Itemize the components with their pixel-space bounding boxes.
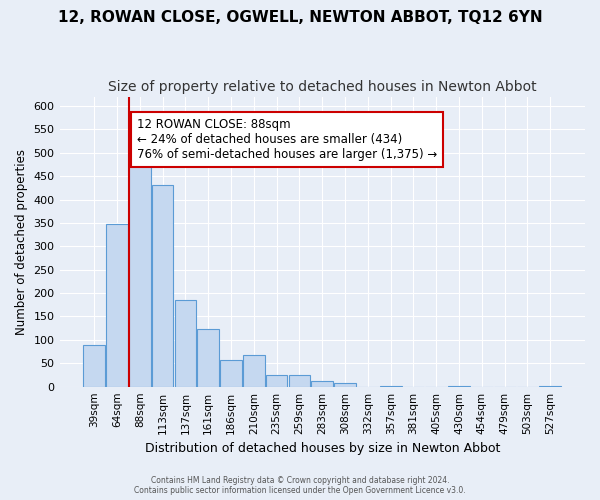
- Y-axis label: Number of detached properties: Number of detached properties: [15, 148, 28, 334]
- Bar: [289, 375, 310, 386]
- Bar: [152, 186, 173, 386]
- Bar: [83, 344, 105, 387]
- Text: 12, ROWAN CLOSE, OGWELL, NEWTON ABBOT, TQ12 6YN: 12, ROWAN CLOSE, OGWELL, NEWTON ABBOT, T…: [58, 10, 542, 25]
- Title: Size of property relative to detached houses in Newton Abbot: Size of property relative to detached ho…: [108, 80, 536, 94]
- X-axis label: Distribution of detached houses by size in Newton Abbot: Distribution of detached houses by size …: [145, 442, 500, 455]
- Text: 12 ROWAN CLOSE: 88sqm
← 24% of detached houses are smaller (434)
76% of semi-det: 12 ROWAN CLOSE: 88sqm ← 24% of detached …: [137, 118, 437, 160]
- Bar: [266, 375, 287, 386]
- Bar: [106, 224, 128, 386]
- Bar: [129, 166, 151, 386]
- Bar: [311, 381, 333, 386]
- Bar: [175, 300, 196, 386]
- Bar: [197, 329, 219, 386]
- Bar: [243, 356, 265, 386]
- Text: Contains HM Land Registry data © Crown copyright and database right 2024.
Contai: Contains HM Land Registry data © Crown c…: [134, 476, 466, 495]
- Bar: [220, 360, 242, 386]
- Bar: [334, 383, 356, 386]
